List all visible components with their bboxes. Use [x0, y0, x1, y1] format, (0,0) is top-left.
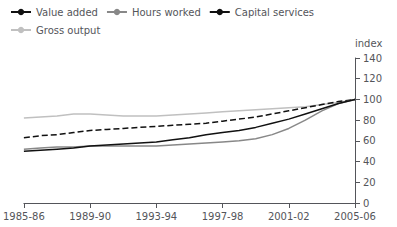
svg-text:1993-94: 1993-94 — [135, 211, 177, 222]
svg-text:2005-06: 2005-06 — [334, 211, 376, 222]
svg-text:1997-98: 1997-98 — [202, 211, 244, 222]
svg-text:2001-02: 2001-02 — [268, 211, 310, 222]
svg-text:60: 60 — [363, 135, 376, 146]
svg-text:120: 120 — [363, 73, 382, 84]
svg-text:100: 100 — [363, 94, 382, 105]
svg-text:40: 40 — [363, 156, 376, 167]
svg-text:140: 140 — [363, 53, 382, 64]
svg-text:0: 0 — [363, 198, 369, 209]
svg-text:1989-90: 1989-90 — [69, 211, 111, 222]
svg-text:Hours worked: Hours worked — [132, 7, 201, 18]
svg-text:Value added: Value added — [36, 7, 98, 18]
svg-text:Gross output: Gross output — [36, 25, 100, 36]
svg-text:1985-86: 1985-86 — [3, 211, 45, 222]
svg-text:index: index — [355, 38, 382, 49]
svg-text:20: 20 — [363, 177, 376, 188]
svg-text:Capital services: Capital services — [235, 7, 314, 18]
svg-text:80: 80 — [363, 115, 376, 126]
